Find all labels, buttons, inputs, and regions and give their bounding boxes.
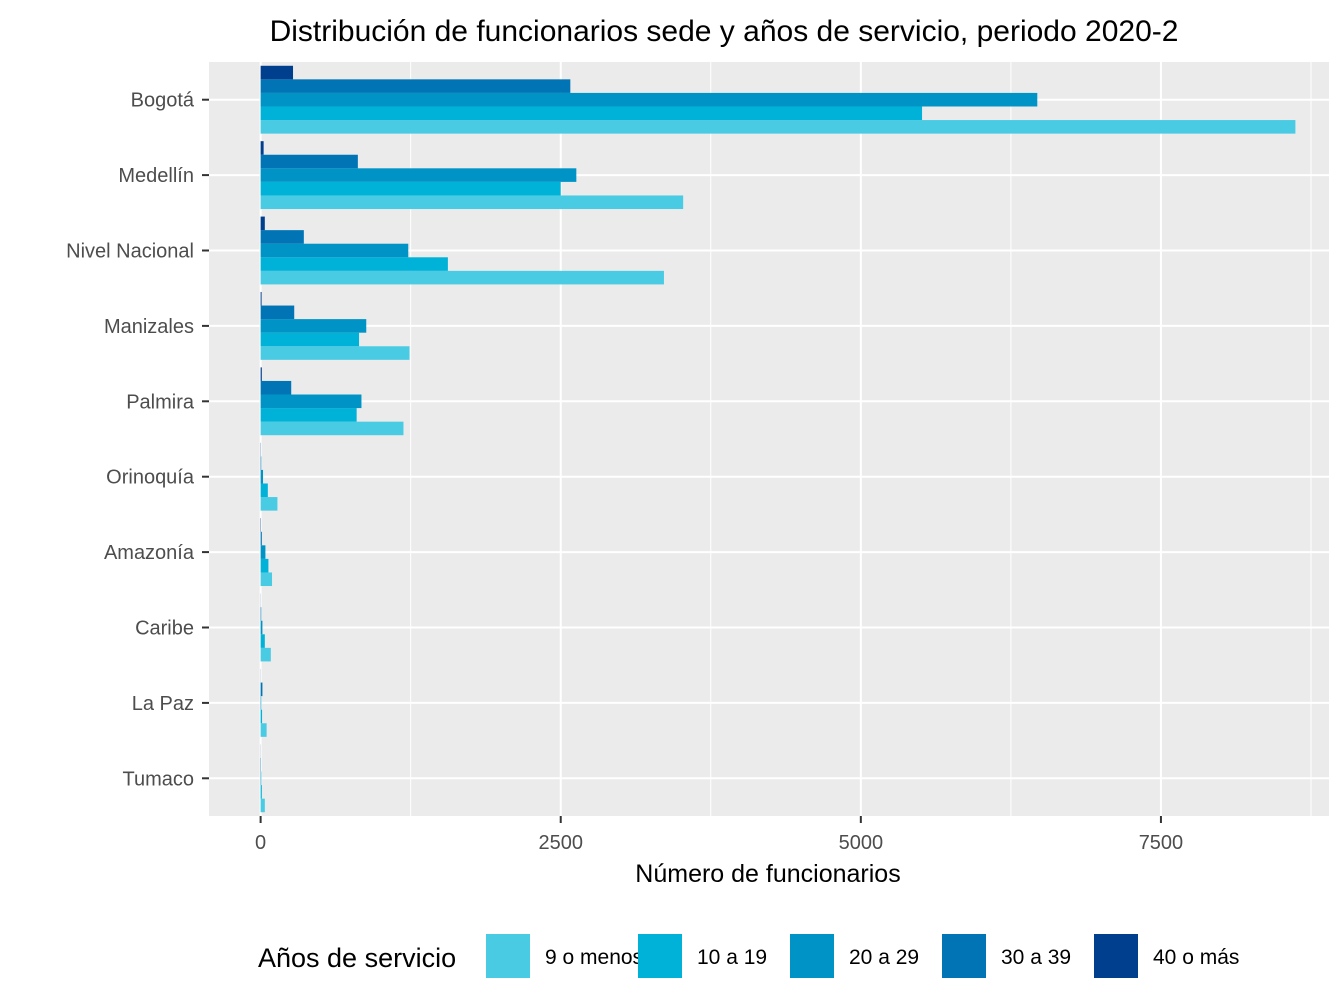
bar-Bogotá-9 o menos <box>260 120 1296 134</box>
y-tick-label: Manizales <box>104 316 194 338</box>
chart-title: Distribución de funcionarios sede y años… <box>270 15 1179 48</box>
legend-label: 20 a 29 <box>849 946 919 969</box>
y-tick-label: Medellín <box>118 165 194 187</box>
legend-label: 9 o menos <box>545 946 643 969</box>
bar-Medellín-40 o más <box>260 141 264 155</box>
bar-Bogotá-10 a 19 <box>260 106 923 121</box>
bar-Manizales-9 o menos <box>260 346 410 360</box>
legend-key-9 o menos <box>486 934 530 978</box>
bar-Medellín-20 a 29 <box>260 168 577 182</box>
x-tick-label: 7500 <box>1139 832 1184 854</box>
bar-Nivel Nacional-40 o más <box>260 216 265 231</box>
legend-title: Años de servicio <box>258 943 456 973</box>
bar-Palmira-20 a 29 <box>260 394 362 409</box>
legend-key-10 a 19 <box>638 934 682 978</box>
bar-Orinoquía-20 a 29 <box>260 469 264 484</box>
bar-Tumaco-10 a 19 <box>260 785 262 799</box>
bar-Bogotá-30 a 39 <box>260 79 571 93</box>
bar-Nivel Nacional-9 o menos <box>260 270 664 285</box>
x-tick-label: 5000 <box>839 832 884 854</box>
bar-Tumaco-9 o menos <box>260 798 265 813</box>
bar-Medellín-9 o menos <box>260 195 684 210</box>
bar-Palmira-40 o más <box>260 367 262 381</box>
bar-Palmira-30 a 39 <box>260 380 292 395</box>
x-axis: 0 2500 5000 7500 <box>255 816 1183 854</box>
bar-La Paz-20 a 29 <box>260 696 262 710</box>
legend: Años de servicio 9 o menos 10 a 19 20 a 29… <box>258 934 1239 978</box>
bar-Medellín-30 a 39 <box>260 154 358 169</box>
bar-Bogotá-40 o más <box>260 65 294 80</box>
bar-La Paz-10 a 19 <box>260 709 263 724</box>
y-tick-label: Bogotá <box>131 90 195 112</box>
legend-key-20 a 29 <box>790 934 834 978</box>
bars <box>260 65 1296 813</box>
bar-La Paz-30 a 39 <box>260 682 263 697</box>
bar-Caribe-9 o menos <box>260 647 271 662</box>
bar-Caribe-30 a 39 <box>260 607 262 621</box>
bar-Manizales-30 a 39 <box>260 305 295 320</box>
bar-Palmira-10 a 19 <box>260 408 357 422</box>
bar-La Paz-9 o menos <box>260 723 267 737</box>
bar-Amazonía-9 o menos <box>260 572 273 587</box>
legend-label: 10 a 19 <box>697 946 767 969</box>
bar-Bogotá-20 a 29 <box>260 92 1038 107</box>
y-tick-label: Amazonía <box>104 542 195 564</box>
y-axis: Bogotá Medellín Nivel Nacional Manizales Pal… <box>66 90 209 790</box>
legend-label: 40 o más <box>1153 946 1239 969</box>
legend-label: 30 a 39 <box>1001 946 1071 969</box>
bar-Caribe-20 a 29 <box>260 620 263 635</box>
bar-Manizales-10 a 19 <box>260 332 360 347</box>
x-tick-label: 2500 <box>538 832 583 854</box>
bar-Manizales-20 a 29 <box>260 319 367 333</box>
y-tick-label: Caribe <box>135 618 194 640</box>
legend-key-30 a 39 <box>942 934 986 978</box>
x-axis-title: Número de funcionarios <box>635 860 900 888</box>
bar-Orinoquía-10 a 19 <box>260 483 268 498</box>
bar-Orinoquía-30 a 39 <box>260 456 262 470</box>
y-tick-label: Orinoquía <box>106 467 195 489</box>
bar-Medellín-10 a 19 <box>260 181 561 196</box>
legend-key-40 o más <box>1094 934 1138 978</box>
bar-Palmira-9 o menos <box>260 421 404 436</box>
bar-Orinoquía-9 o menos <box>260 497 278 511</box>
bar-Tumaco-20 a 29 <box>260 771 262 786</box>
bar-Amazonía-20 a 29 <box>260 545 266 559</box>
legend-items: 9 o menos 10 a 19 20 a 29 30 a 39 40 o más <box>486 934 1239 978</box>
bar-Manizales-40 o más <box>260 291 262 306</box>
bar-Caribe-10 a 19 <box>260 634 265 648</box>
y-tick-label: Nivel Nacional <box>66 241 194 263</box>
bar-Amazonía-30 a 39 <box>260 531 262 546</box>
x-tick-label: 0 <box>255 832 266 854</box>
y-tick-label: Tumaco <box>122 768 194 790</box>
bar-Amazonía-10 a 19 <box>260 558 269 573</box>
y-tick-label: La Paz <box>132 693 194 715</box>
bar-Nivel Nacional-10 a 19 <box>260 257 448 271</box>
y-tick-label: Palmira <box>126 391 195 413</box>
bar-Nivel Nacional-20 a 29 <box>260 243 409 258</box>
bar-Nivel Nacional-30 a 39 <box>260 230 304 244</box>
